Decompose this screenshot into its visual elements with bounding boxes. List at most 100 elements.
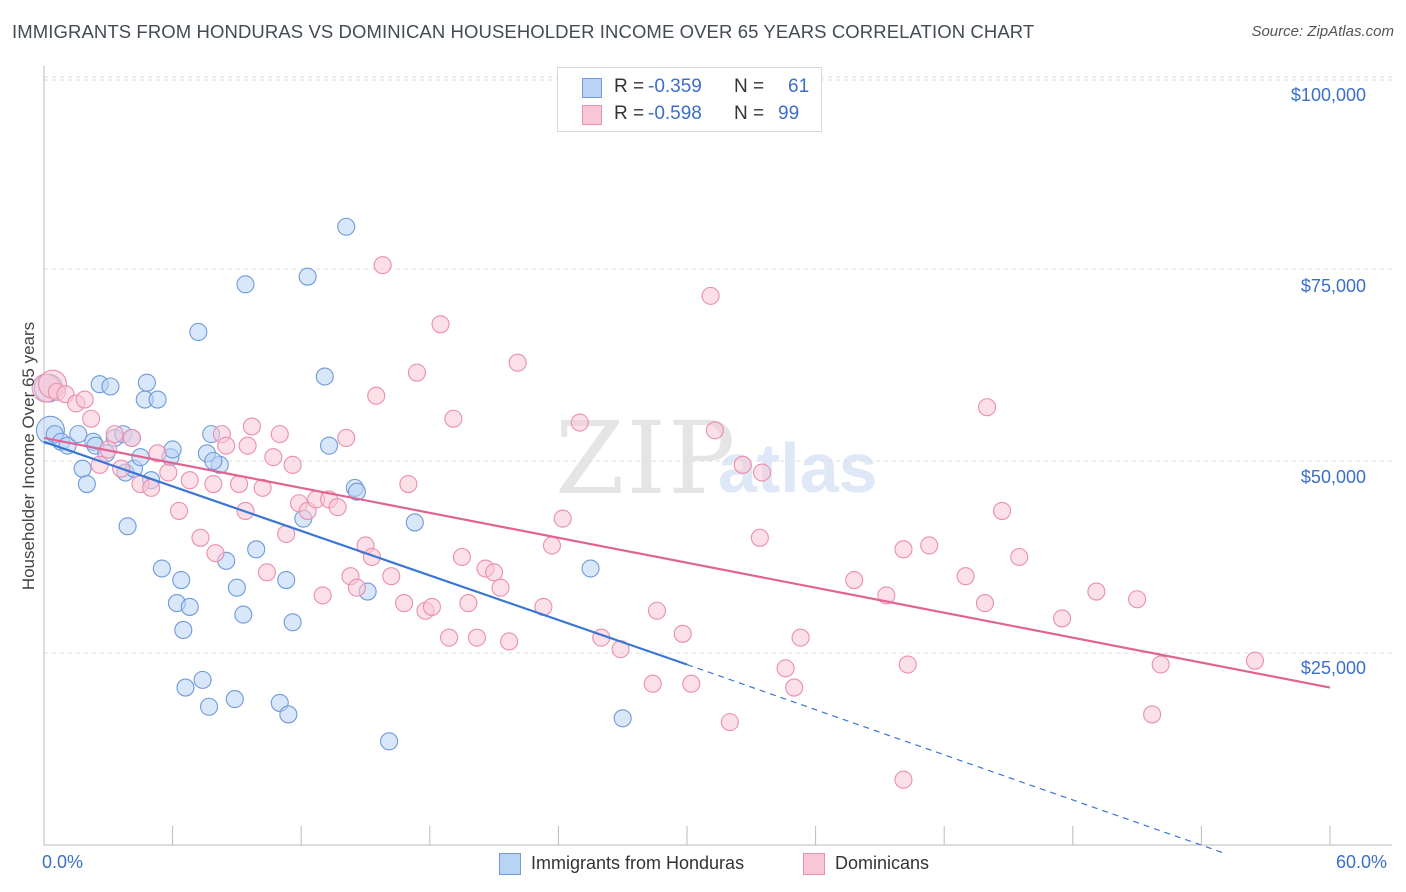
honduras-point bbox=[189, 322, 208, 342]
dominican-point bbox=[257, 563, 276, 582]
n-value: 61 bbox=[788, 76, 810, 97]
n-label: N = bbox=[734, 76, 765, 97]
dominican-point bbox=[705, 421, 724, 440]
honduras-point bbox=[73, 459, 92, 478]
honduras-point bbox=[380, 732, 399, 751]
dominican-point bbox=[1128, 590, 1147, 609]
dominican-point bbox=[1245, 651, 1265, 670]
dominican-point bbox=[373, 256, 392, 275]
honduras-point bbox=[581, 559, 600, 578]
legend-label: Immigrants from Honduras bbox=[531, 853, 745, 873]
dominican-point bbox=[105, 425, 124, 444]
honduras-trend-line bbox=[43, 440, 688, 666]
dominican-point bbox=[82, 409, 101, 428]
r-label: R = bbox=[614, 76, 645, 97]
honduras-swatch bbox=[582, 78, 602, 98]
dominican-point bbox=[422, 597, 441, 616]
dominican-trend-line bbox=[43, 436, 1331, 689]
r-value: -0.359 bbox=[648, 76, 702, 97]
honduras-point bbox=[172, 570, 191, 590]
dominican-point bbox=[122, 428, 141, 448]
dominican-point bbox=[975, 594, 994, 613]
dominican-point bbox=[313, 586, 332, 605]
dominican-point bbox=[894, 770, 913, 789]
x-tick-label: 60.0% bbox=[1336, 852, 1388, 872]
honduras-point bbox=[320, 436, 339, 455]
chart-title: IMMIGRANTS FROM HONDURAS VS DOMINICAN HO… bbox=[12, 21, 1035, 42]
dominican-point bbox=[206, 544, 225, 563]
dominican-point bbox=[238, 436, 257, 455]
dominican-point bbox=[785, 678, 804, 697]
legend-label: Dominicans bbox=[835, 853, 930, 873]
dominican-point bbox=[978, 398, 997, 417]
chart-source: Source: ZipAtlas.com bbox=[1251, 23, 1394, 40]
honduras-point bbox=[247, 540, 266, 559]
honduras-point bbox=[298, 267, 317, 286]
dominican-point bbox=[459, 594, 478, 613]
honduras-point bbox=[315, 367, 334, 386]
dominican-point bbox=[347, 578, 366, 597]
honduras-point bbox=[347, 482, 366, 501]
dominican-point bbox=[643, 674, 662, 693]
dominican-point bbox=[894, 540, 913, 559]
honduras-point bbox=[199, 697, 219, 716]
dominican-point bbox=[791, 628, 810, 647]
honduras-point bbox=[405, 513, 424, 532]
dominican-point bbox=[701, 286, 720, 305]
x-tick-label: 0.0% bbox=[42, 852, 84, 872]
honduras-point bbox=[277, 570, 296, 590]
honduras-point bbox=[204, 451, 223, 471]
dominican-point bbox=[169, 501, 189, 520]
y-tick-label: $50,000 bbox=[1300, 467, 1366, 487]
r-value: -0.598 bbox=[648, 103, 702, 124]
dominican-point bbox=[367, 386, 386, 405]
dominican-point bbox=[362, 547, 381, 567]
dominican-point bbox=[467, 628, 487, 647]
dominican-point bbox=[845, 570, 864, 590]
dominican-point bbox=[1151, 655, 1170, 674]
dominican-point bbox=[776, 659, 795, 678]
dominican-point bbox=[407, 363, 426, 382]
honduras-point bbox=[163, 440, 182, 459]
dominican-point bbox=[395, 594, 414, 613]
correlation-legend: R = -0.359 N = 61 R = -0.598 N = 99 bbox=[557, 67, 822, 132]
dominican-point bbox=[191, 528, 210, 547]
dominican-point bbox=[898, 655, 917, 674]
dominican-point bbox=[542, 536, 562, 555]
dominican-point bbox=[264, 448, 283, 467]
dominican-point bbox=[382, 567, 401, 586]
honduras-swatch bbox=[499, 853, 521, 875]
dominican-point bbox=[270, 425, 289, 444]
dominican-point bbox=[75, 390, 94, 409]
honduras-point bbox=[225, 690, 244, 709]
dominican-point bbox=[500, 632, 519, 651]
dominican-point bbox=[750, 528, 769, 547]
dominican-point bbox=[1010, 547, 1029, 567]
dominican-point bbox=[508, 353, 527, 372]
dominican-point bbox=[1087, 582, 1106, 601]
honduras-point bbox=[279, 705, 298, 724]
dominican-point bbox=[733, 455, 752, 474]
honduras-point bbox=[77, 474, 96, 494]
honduras-point bbox=[283, 613, 302, 632]
dominican-point bbox=[431, 315, 450, 334]
dominican-point bbox=[159, 463, 178, 482]
dominican-point bbox=[444, 409, 463, 428]
honduras-point bbox=[137, 373, 156, 392]
dominican-point bbox=[337, 428, 356, 448]
honduras-point bbox=[236, 275, 255, 294]
dominican-point bbox=[956, 567, 975, 586]
dominican-point bbox=[720, 713, 739, 732]
honduras-point bbox=[337, 217, 356, 236]
honduras-point bbox=[180, 597, 199, 616]
honduras-point bbox=[69, 425, 88, 444]
dominican-point bbox=[180, 471, 199, 490]
honduras-point bbox=[101, 377, 120, 396]
dominican-point bbox=[673, 624, 692, 643]
dominican-point bbox=[328, 498, 347, 517]
honduras-point bbox=[234, 605, 253, 624]
honduras-point bbox=[118, 517, 137, 536]
dominican-point bbox=[682, 674, 701, 693]
dominican-point bbox=[570, 413, 589, 432]
n-value: 99 bbox=[778, 103, 800, 124]
